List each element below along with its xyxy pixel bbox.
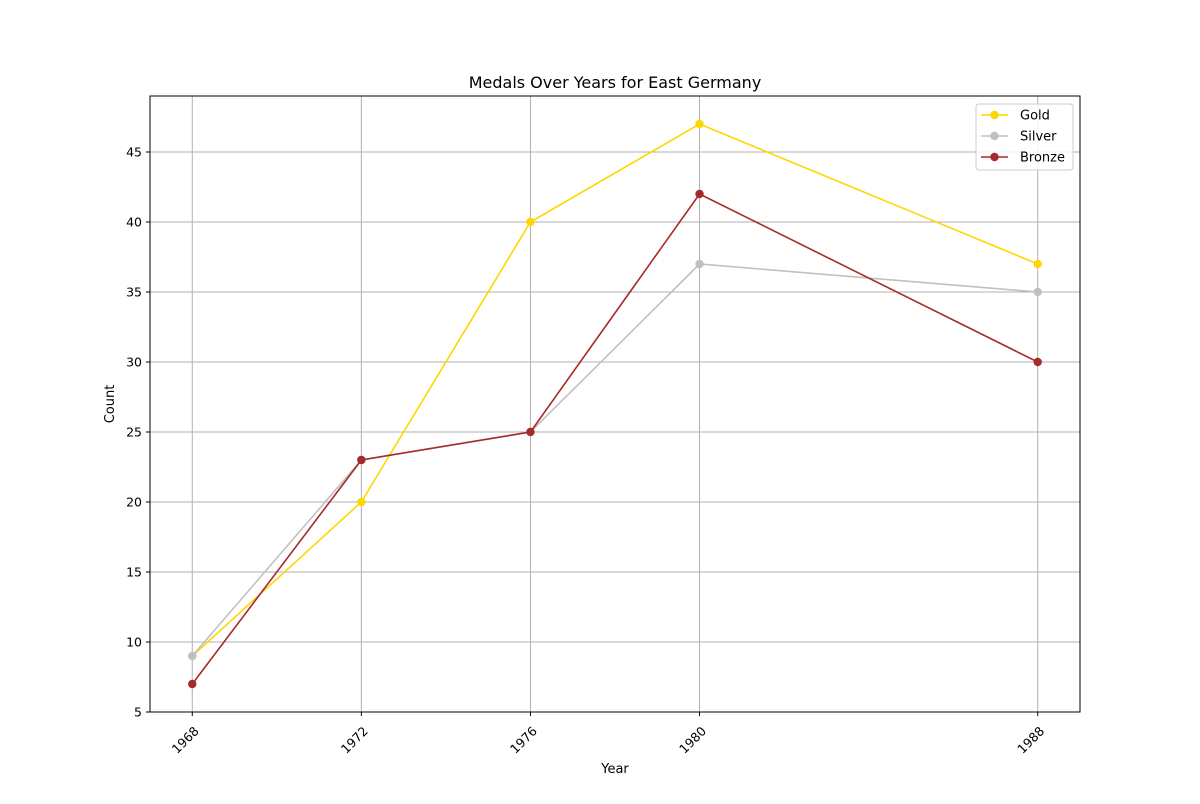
bronze-point [188,679,197,689]
chart-title: Medals Over Years for East Germany [469,73,762,92]
y-tick-label: 45 [126,145,142,160]
silver-point [188,651,197,661]
legend-label-silver: Silver [1020,130,1057,145]
silver-point [695,259,704,269]
gold-point [1033,259,1042,269]
y-tick-label: 30 [126,355,142,370]
legend-label-bronze: Bronze [1020,151,1065,166]
legend-marker-bronze [990,152,999,162]
y-tick-label: 5 [134,705,142,720]
bronze-point [695,189,704,199]
silver-point [1033,287,1042,297]
gold-point [695,119,704,129]
plot-frame [149,95,1081,713]
bronze-point [1033,357,1042,367]
legend: Gold Silver Bronze [975,103,1074,171]
x-axis-label: Year [600,762,629,777]
grid-lines [150,96,1080,713]
legend-box [975,103,1074,171]
series-layer [188,119,1042,689]
y-tick-label: 25 [126,425,142,440]
y-axis-label: Count [103,385,118,424]
legend-label-gold: Gold [1020,109,1050,124]
y-tick-label: 20 [126,495,142,510]
bronze-point [357,455,366,465]
y-tick-label: 35 [126,285,142,300]
y-tick-label: 40 [126,215,142,230]
gold-point [357,497,366,507]
legend-marker-gold [990,110,999,120]
gold-point [526,217,535,227]
legend-marker-silver [990,131,999,141]
y-tick-label: 15 [126,565,142,580]
bronze-point [526,427,535,437]
y-tick-label: 10 [126,635,142,650]
